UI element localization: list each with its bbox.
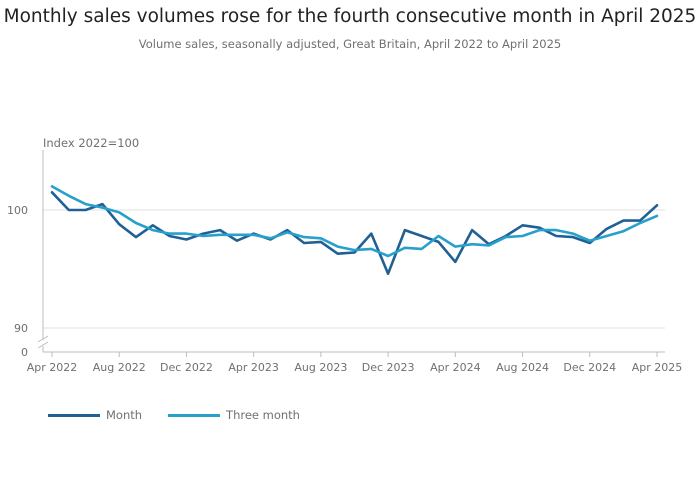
- legend-swatch-three-month: [168, 413, 221, 417]
- axes: [37, 150, 665, 357]
- y-tick-label-100: 100: [7, 204, 28, 217]
- x-tick-label-8: Dec 2024: [563, 361, 616, 374]
- legend-item-month[interactable]: Month: [48, 408, 142, 422]
- x-tick-label-6: Apr 2024: [430, 361, 481, 374]
- y-tick-label-0: 0: [21, 346, 28, 359]
- x-tick-label-7: Aug 2024: [496, 361, 549, 374]
- x-tick-label-1: Aug 2022: [93, 361, 146, 374]
- x-tick-label-0: Apr 2022: [27, 361, 78, 374]
- axis-break-mark-upper: [37, 335, 49, 343]
- legend-label-month: Month: [106, 408, 143, 422]
- gridlines: [43, 209, 665, 329]
- chart-title: Monthly sales volumes rose for the fourt…: [3, 6, 697, 27]
- legend-item-three-month[interactable]: Three month: [168, 408, 300, 422]
- x-tick-label-3: Apr 2023: [228, 361, 279, 374]
- legend-swatch-month: [48, 413, 100, 417]
- chart-subtitle: Volume sales, seasonally adjusted, Great…: [138, 37, 562, 51]
- x-tick-label-4: Aug 2023: [294, 361, 347, 374]
- legend: Month Three month: [48, 408, 326, 422]
- legend-label-three-month: Three month: [226, 408, 300, 422]
- x-tick-label-2: Dec 2022: [160, 361, 213, 374]
- y-axis-label: Index 2022=100: [43, 136, 140, 150]
- tick-labels: 0 90 100 Apr 2022 Aug 2022 Dec 2022 Apr 2023 Au…: [7, 204, 682, 374]
- axis-break-mark-lower: [37, 341, 49, 349]
- series-line-month: [50, 191, 659, 276]
- series-line-three-month: [50, 185, 659, 258]
- x-tick-label-9: Apr 2025: [632, 361, 683, 374]
- y-tick-label-90: 90: [14, 322, 28, 335]
- x-tick-label-5: Dec 2023: [362, 361, 415, 374]
- series-lines: [50, 185, 659, 276]
